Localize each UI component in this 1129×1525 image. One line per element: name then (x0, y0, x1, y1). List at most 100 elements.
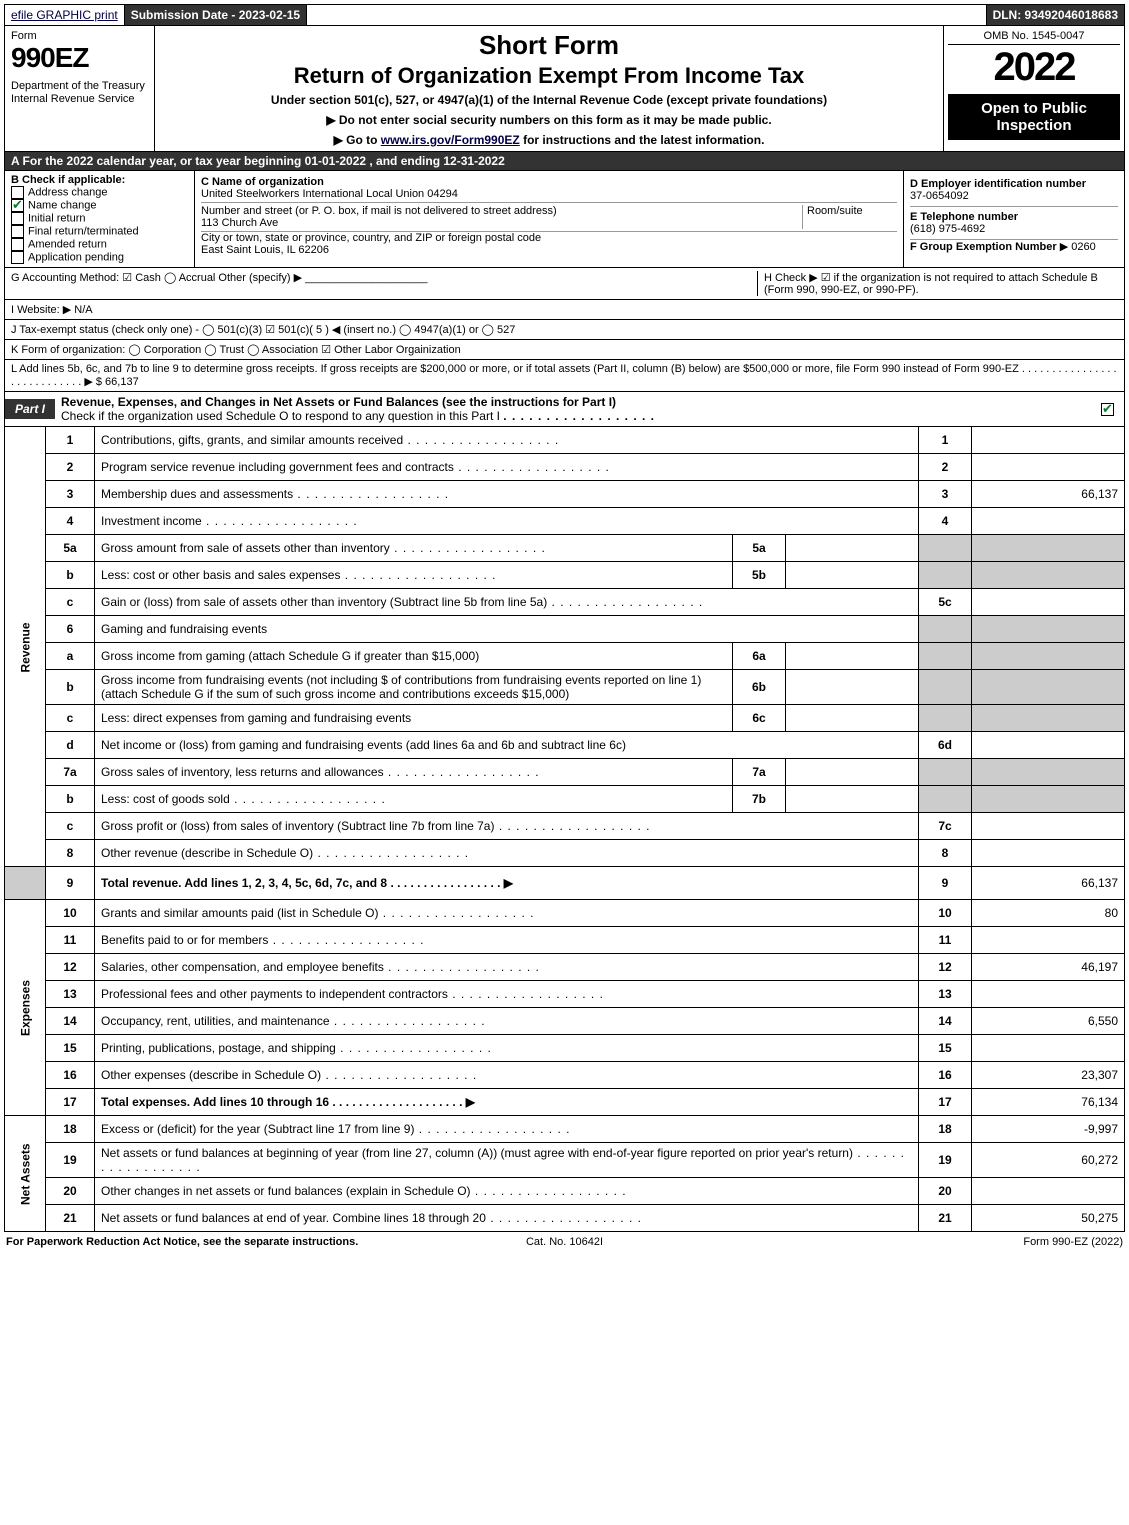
e-label: E Telephone number (910, 211, 1118, 223)
line-15: Printing, publications, postage, and shi… (95, 1035, 919, 1062)
line-5c: Gain or (loss) from sale of assets other… (95, 589, 919, 616)
d-label: D Employer identification number (910, 178, 1118, 190)
b-title: B Check if applicable: (11, 174, 188, 186)
amt-20 (972, 1178, 1125, 1205)
g-accounting: G Accounting Method: ☑ Cash ◯ Accrual Ot… (11, 271, 758, 296)
line-7c: Gross profit or (loss) from sales of inv… (95, 813, 919, 840)
row-a: A For the 2022 calendar year, or tax yea… (4, 152, 1125, 171)
b-opt-1: Name change (11, 199, 188, 212)
h-check: H Check ▶ ☑ if the organization is not r… (758, 271, 1118, 296)
tax-year: 2022 (948, 45, 1120, 90)
info-grid: B Check if applicable: Address change Na… (4, 171, 1125, 268)
footer-left: For Paperwork Reduction Act Notice, see … (6, 1236, 358, 1248)
c-name-label: C Name of organization (201, 176, 897, 188)
line-14: Occupancy, rent, utilities, and maintena… (95, 1008, 919, 1035)
ein: 37-0654092 (910, 190, 1118, 202)
efile-link[interactable]: efile GRAPHIC print (11, 8, 118, 22)
bullet2: ▶ Go to www.irs.gov/Form990EZ for instru… (159, 133, 939, 147)
title-line2: Return of Organization Exempt From Incom… (159, 63, 939, 89)
line-4: Investment income (95, 508, 919, 535)
form-header: Form 990EZ Department of the Treasury In… (4, 26, 1125, 152)
amt-17: 76,134 (972, 1089, 1125, 1116)
part1-table: Revenue 1 Contributions, gifts, grants, … (4, 427, 1125, 1232)
amt-14: 6,550 (972, 1008, 1125, 1035)
b-opt-4: Amended return (11, 238, 188, 251)
department: Department of the Treasury Internal Reve… (11, 80, 148, 106)
amt-11 (972, 927, 1125, 954)
i-website: I Website: ▶ N/A (4, 300, 1125, 320)
open-to-public: Open to Public Inspection (948, 94, 1120, 140)
line-16: Other expenses (describe in Schedule O) (95, 1062, 919, 1089)
amt-19: 60,272 (972, 1143, 1125, 1178)
k-org-form: K Form of organization: ◯ Corporation ◯ … (4, 340, 1125, 360)
subtitle: Under section 501(c), 527, or 4947(a)(1)… (159, 93, 939, 107)
short-form: Short Form (159, 30, 939, 61)
omb-number: OMB No. 1545-0047 (948, 30, 1120, 45)
line-9: Total revenue. Add lines 1, 2, 3, 4, 5c,… (95, 867, 919, 900)
line-1: Contributions, gifts, grants, and simila… (95, 427, 919, 454)
part1-title: Revenue, Expenses, and Changes in Net As… (55, 392, 1095, 426)
line-19: Net assets or fund balances at beginning… (95, 1143, 919, 1178)
line-5b: Less: cost or other basis and sales expe… (95, 562, 733, 589)
bullet1: ▶ Do not enter social security numbers o… (159, 113, 939, 127)
line-13: Professional fees and other payments to … (95, 981, 919, 1008)
amt-15 (972, 1035, 1125, 1062)
part1-tab: Part I (5, 399, 55, 419)
line-21: Net assets or fund balances at end of ye… (95, 1205, 919, 1232)
b-opt-3: Final return/terminated (11, 225, 188, 238)
org-address: 113 Church Ave (201, 217, 802, 229)
amt-6d (972, 732, 1125, 759)
part1-checkbox (1095, 399, 1124, 419)
header-right: OMB No. 1545-0047 2022 Open to Public In… (944, 26, 1124, 151)
l-gross-receipts: L Add lines 5b, 6c, and 7b to line 9 to … (4, 360, 1125, 392)
irs-link[interactable]: www.irs.gov/Form990EZ (381, 133, 520, 147)
header-center: Short Form Return of Organization Exempt… (155, 26, 944, 151)
line-2: Program service revenue including govern… (95, 454, 919, 481)
line-6b: Gross income from fundraising events (no… (95, 670, 733, 705)
line-17: Total expenses. Add lines 10 through 16 … (95, 1089, 919, 1116)
line-11: Benefits paid to or for members (95, 927, 919, 954)
b2-pre: ▶ Go to (334, 133, 381, 147)
line-7a: Gross sales of inventory, less returns a… (95, 759, 733, 786)
line-6a: Gross income from gaming (attach Schedul… (95, 643, 733, 670)
row-gh: G Accounting Method: ☑ Cash ◯ Accrual Ot… (4, 268, 1125, 300)
group-exemption: ▶ 0260 (1060, 241, 1096, 253)
submission-date: Submission Date - 2023-02-15 (125, 5, 307, 25)
line-7b: Less: cost of goods sold (95, 786, 733, 813)
amt-9: 66,137 (972, 867, 1125, 900)
header-left: Form 990EZ Department of the Treasury In… (5, 26, 155, 151)
f-label: F Group Exemption Number (910, 241, 1057, 253)
top-bar: efile GRAPHIC print Submission Date - 20… (4, 4, 1125, 26)
vlabel-revenue: Revenue (5, 427, 46, 867)
form-word: Form (11, 30, 148, 42)
room-suite-label: Room/suite (802, 205, 897, 229)
vlabel-net: Net Assets (5, 1116, 46, 1232)
line-6c: Less: direct expenses from gaming and fu… (95, 705, 733, 732)
b2-post: for instructions and the latest informat… (520, 133, 765, 147)
line-3: Membership dues and assessments (95, 481, 919, 508)
dln: DLN: 93492046018683 (986, 5, 1124, 25)
amt-21: 50,275 (972, 1205, 1125, 1232)
b-opt-0: Address change (11, 186, 188, 199)
form-number: 990EZ (11, 42, 148, 74)
line-20: Other changes in net assets or fund bala… (95, 1178, 919, 1205)
line-6: Gaming and fundraising events (95, 616, 919, 643)
section-c: C Name of organization United Steelworke… (195, 171, 904, 267)
section-b: B Check if applicable: Address change Na… (5, 171, 195, 267)
amt-10: 80 (972, 900, 1125, 927)
b-opt-2: Initial return (11, 212, 188, 225)
footer-form: Form 990-EZ (2022) (1023, 1236, 1123, 1248)
b-opt-5: Application pending (11, 251, 188, 264)
line-5a: Gross amount from sale of assets other t… (95, 535, 733, 562)
amt-13 (972, 981, 1125, 1008)
line-6d: Net income or (loss) from gaming and fun… (95, 732, 919, 759)
amt-1 (972, 427, 1125, 454)
j-tax-status: J Tax-exempt status (check only one) - ◯… (4, 320, 1125, 340)
part1-check-text: Check if the organization used Schedule … (61, 409, 500, 423)
amt-4 (972, 508, 1125, 535)
amt-5c (972, 589, 1125, 616)
line-10: Grants and similar amounts paid (list in… (95, 900, 919, 927)
footer-cat: Cat. No. 10642I (526, 1236, 603, 1248)
efile-label: efile GRAPHIC print (5, 5, 125, 25)
section-def: D Employer identification number 37-0654… (904, 171, 1124, 267)
